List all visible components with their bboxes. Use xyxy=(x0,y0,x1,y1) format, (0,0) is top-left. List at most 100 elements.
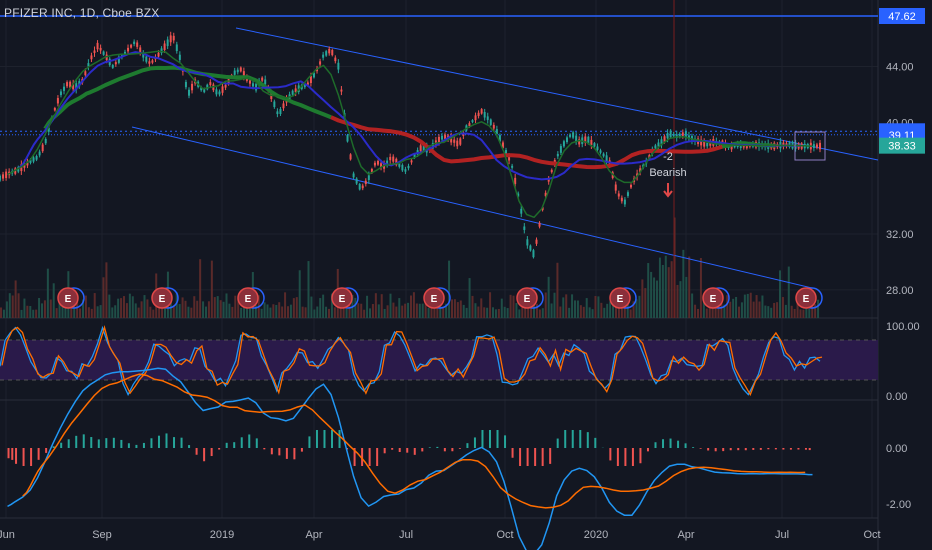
volume-bar xyxy=(266,304,269,318)
volume-bar xyxy=(626,295,629,318)
macd-hist-bar xyxy=(180,437,183,448)
candle-body xyxy=(175,44,178,52)
macd-hist-bar xyxy=(451,448,454,452)
earnings-marker[interactable]: E xyxy=(151,287,179,309)
candle-body xyxy=(520,208,523,214)
volume-bar xyxy=(292,298,295,318)
volume-bar xyxy=(559,306,562,318)
volume-bar xyxy=(606,303,609,318)
macd-hist-bar xyxy=(11,448,14,460)
macd-hist-bar xyxy=(37,448,40,460)
volume-bar xyxy=(96,306,99,318)
volume-bar xyxy=(64,305,67,318)
svg-text:38.33: 38.33 xyxy=(888,141,916,153)
candle-body xyxy=(602,153,605,157)
candle-body xyxy=(657,142,660,147)
volume-bar xyxy=(582,306,585,318)
svg-text:E: E xyxy=(524,294,531,305)
candle-body xyxy=(160,48,163,54)
volume-bar xyxy=(263,302,266,318)
volume-bar xyxy=(248,300,251,318)
macd-hist-bar xyxy=(692,447,695,448)
earnings-marker[interactable]: E xyxy=(331,287,359,309)
stoch-k-line xyxy=(0,325,821,397)
candle-body xyxy=(529,245,532,251)
macd-hist-bar xyxy=(669,438,672,448)
volume-bar xyxy=(735,296,738,318)
volume-bar xyxy=(386,305,389,318)
macd-hist-bar xyxy=(97,439,100,448)
volume-bar xyxy=(585,298,588,318)
candle-body xyxy=(172,35,175,41)
volume-bar xyxy=(459,300,462,318)
candle-body xyxy=(264,79,267,85)
volume-bar xyxy=(790,305,793,318)
volume-bar xyxy=(20,309,23,318)
macd-hist-bar xyxy=(519,448,522,466)
volume-bar xyxy=(371,304,374,318)
candle-body xyxy=(669,130,672,138)
volume-bar xyxy=(550,303,553,318)
volume-bar xyxy=(456,302,459,318)
candle-body xyxy=(276,111,279,115)
time-axis[interactable]: Jun Sep 2019 Apr Jul Oct 2020 Apr Jul Oct xyxy=(0,529,881,541)
candle-body xyxy=(395,158,398,166)
macd-tick-label: -2.00 xyxy=(886,499,911,511)
macd-hist-bar xyxy=(488,430,491,448)
volume-bar xyxy=(111,307,114,318)
volume-bar xyxy=(705,308,708,318)
volume-bar xyxy=(755,295,758,318)
volume-bar xyxy=(746,293,749,318)
volume-bar xyxy=(492,307,494,318)
earnings-marker[interactable]: E xyxy=(423,287,451,309)
candle-body xyxy=(474,115,477,121)
volume-bar xyxy=(84,295,87,318)
candle-body xyxy=(309,76,312,84)
volume-bar xyxy=(275,304,278,318)
volume-bar xyxy=(600,302,603,318)
earnings-marker[interactable]: E xyxy=(516,287,544,309)
candle-body xyxy=(139,47,142,54)
volume-bar xyxy=(190,307,193,318)
volume-bar xyxy=(694,304,697,318)
volume-bar xyxy=(524,307,527,318)
volume-bar xyxy=(588,307,591,318)
macd-hist-bar xyxy=(804,448,807,450)
price-axis[interactable]: 44.0032.0028.0040.00100.000.000.00-2.004… xyxy=(879,8,925,511)
earnings-marker[interactable]: E xyxy=(795,287,823,309)
volume-bar xyxy=(304,307,307,318)
volume-bar xyxy=(228,303,231,318)
svg-text:E: E xyxy=(245,294,252,305)
volume-bar xyxy=(301,306,304,318)
candle-body xyxy=(584,136,587,143)
earnings-marker[interactable]: E xyxy=(237,287,265,309)
earnings-marker[interactable]: E xyxy=(609,287,637,309)
candle-body xyxy=(130,44,133,48)
volume-bar xyxy=(38,297,41,318)
candle-body xyxy=(599,150,602,153)
volume-bar xyxy=(779,270,781,318)
macd-hist-bar xyxy=(413,448,416,455)
volume-bar xyxy=(506,308,509,318)
selection-box[interactable] xyxy=(794,131,826,161)
candle-body xyxy=(663,136,666,142)
volume-bar xyxy=(374,293,377,318)
volume-bar xyxy=(535,303,538,318)
volume-bar xyxy=(8,293,11,318)
earnings-marker[interactable]: E xyxy=(57,287,85,309)
pattern-bearish-label: Bearish xyxy=(649,167,686,179)
volume-bar xyxy=(465,307,468,318)
candle-body xyxy=(200,87,203,91)
candle-body xyxy=(340,89,343,92)
candle-body xyxy=(239,67,242,72)
volume-bar xyxy=(196,300,199,318)
pattern-number-label: -2 xyxy=(663,151,673,163)
volume-bar xyxy=(814,304,817,318)
volume-bar xyxy=(773,302,776,318)
earnings-marker[interactable]: E xyxy=(702,287,730,309)
volume-bar xyxy=(219,300,222,318)
volume-bar xyxy=(243,298,246,318)
volume-bar xyxy=(451,299,453,318)
